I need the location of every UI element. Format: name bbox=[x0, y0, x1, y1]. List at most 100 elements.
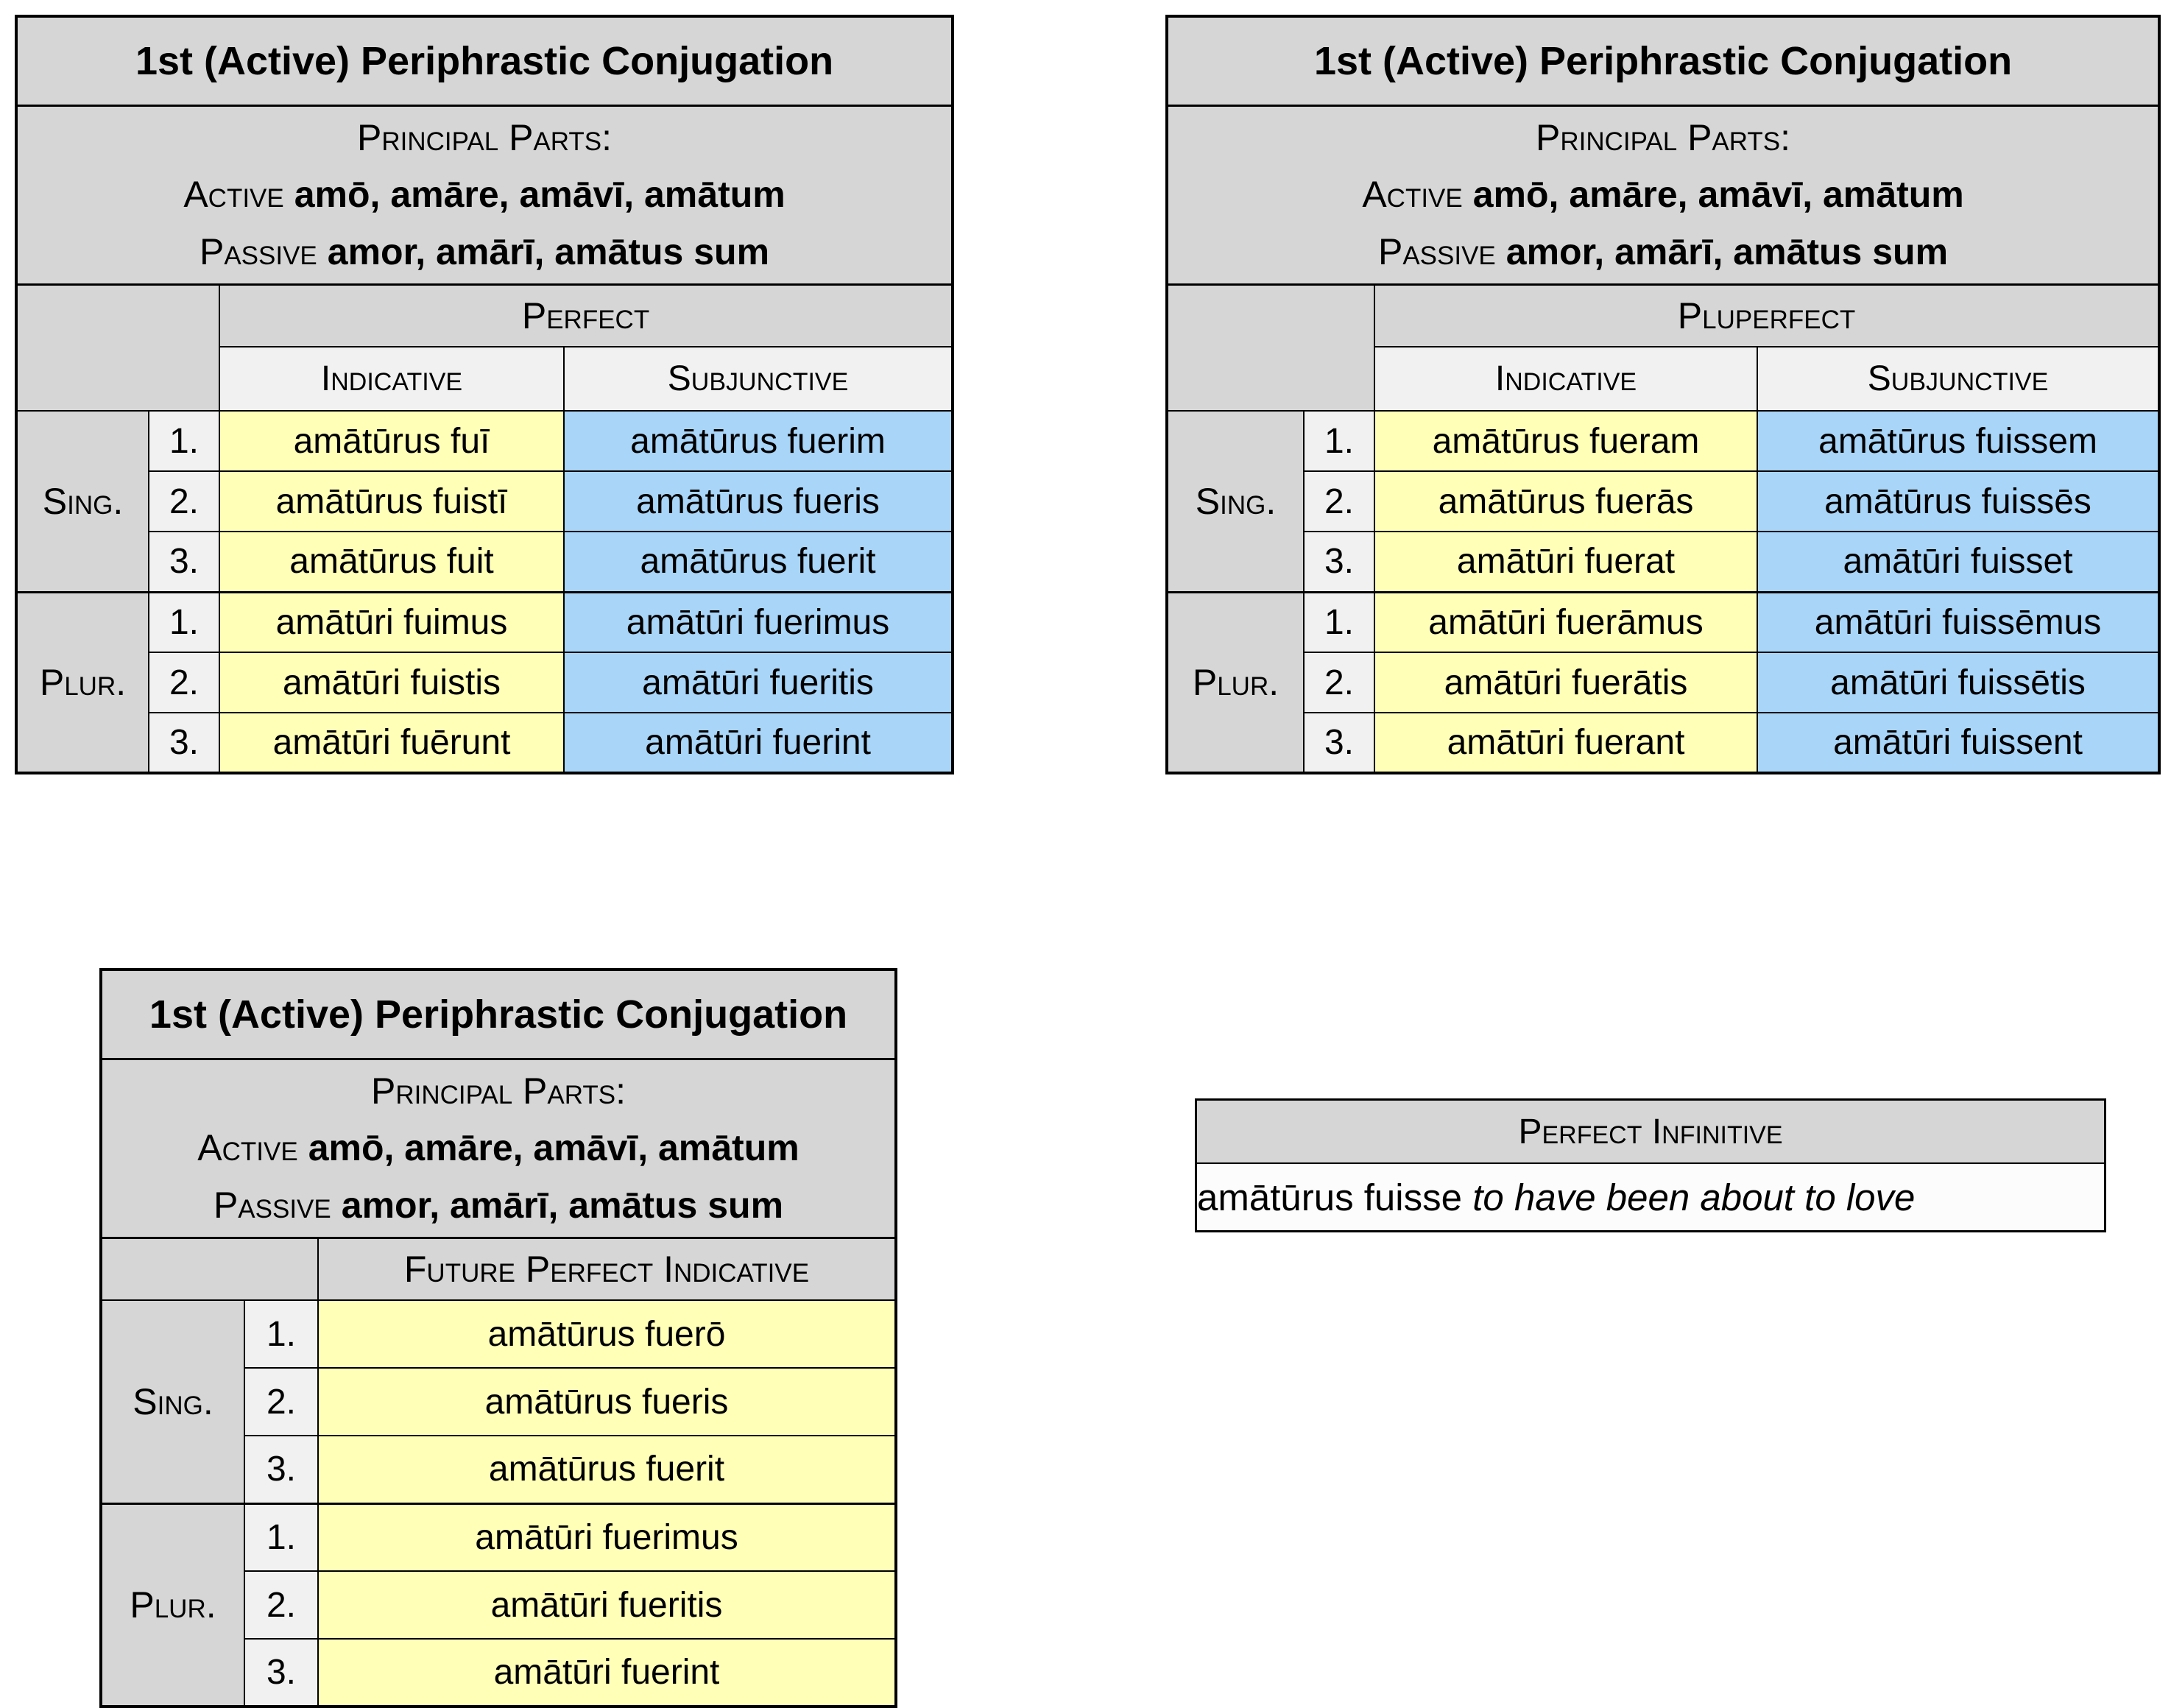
future-perfect-form-cell: amātūri fueritis bbox=[317, 1570, 897, 1640]
active-label: Active bbox=[197, 1127, 298, 1169]
principal-parts-row: Principal Parts: Active amō, amāre, amāvī… bbox=[100, 1058, 897, 1239]
passive-forms: amor, amārī, amātus sum bbox=[327, 230, 770, 272]
subjunctive-form-cell: amātūrus fuissem bbox=[1756, 410, 2161, 472]
passive-label: Passive bbox=[213, 1184, 331, 1226]
subjunctive-form-cell: amātūrus fueris bbox=[562, 470, 954, 532]
active-forms: amō, amāre, amāvī, amātum bbox=[308, 1127, 799, 1169]
principal-parts-heading: Principal Parts: bbox=[370, 1070, 626, 1112]
subjunctive-form-cell: amātūri fuissētis bbox=[1756, 652, 2161, 713]
indicative-form-cell: amātūri fuerat bbox=[1374, 531, 1758, 593]
group-label-plural: Plur. bbox=[100, 1502, 245, 1707]
form-row: 3. amātūri fuērunt amātūri fuerint bbox=[16, 712, 954, 774]
table-title: 1st (Active) Periphrastic Conjugation bbox=[100, 969, 897, 1060]
form-row: Sing. 1. amātūrus fuī amātūrus fuerim bbox=[15, 410, 954, 593]
person-number: 2. bbox=[244, 1570, 319, 1640]
indicative-form-cell: amātūri fuērunt bbox=[219, 712, 565, 774]
tense-header: Future Perfect Indicative bbox=[317, 1237, 897, 1301]
tense-header-row: Future Perfect Indicative bbox=[100, 1237, 897, 1301]
person-number: 1. bbox=[148, 410, 220, 472]
person-number: 1. bbox=[1303, 410, 1375, 472]
subjunctive-form-cell: amātūri fuisset bbox=[1756, 531, 2161, 593]
infinitive-header: Perfect Infinitive bbox=[1195, 1098, 2106, 1164]
form-row: 3. amātūrus fuit amātūrus fuerit bbox=[16, 531, 954, 593]
person-number: 1. bbox=[1303, 590, 1375, 653]
table-title: 1st (Active) Periphrastic Conjugation bbox=[1165, 15, 2161, 107]
form-row: 2. amātūrus fuistī amātūrus fueris bbox=[16, 470, 954, 532]
form-row: 2. amātūri fueritis bbox=[101, 1570, 897, 1640]
subjunctive-form-cell: amātūri fuissēmus bbox=[1756, 590, 2161, 653]
mood-header-subjunctive: Subjunctive bbox=[562, 346, 954, 412]
form-row: Plur. 1. amātūri fuerāmus amātūri fuissē… bbox=[1166, 590, 2161, 774]
future-perfect-form-cell: amātūrus fuerō bbox=[317, 1299, 897, 1369]
mood-header-row: Indicative Subjunctive bbox=[16, 346, 954, 412]
principal-parts-heading: Principal Parts: bbox=[1536, 116, 1791, 158]
form-row: 2. amātūri fuistis amātūri fueritis bbox=[16, 652, 954, 713]
corner-cell bbox=[100, 1237, 319, 1301]
person-number: 2. bbox=[1303, 470, 1375, 532]
person-number: 3. bbox=[1303, 712, 1375, 774]
indicative-form-cell: amātūri fuimus bbox=[219, 590, 565, 653]
mood-header-indicative: Indicative bbox=[219, 346, 565, 412]
corner-cell bbox=[1166, 283, 1375, 412]
subjunctive-form-cell: amātūrus fuerim bbox=[562, 410, 954, 472]
tense-header-row: Perfect bbox=[15, 283, 954, 412]
form-row: 3. amātūri fuerat amātūri fuisset bbox=[1167, 531, 2161, 593]
active-label: Active bbox=[183, 174, 284, 216]
person-number: 3. bbox=[1303, 531, 1375, 593]
principal-parts-active: Active amō, amāre, amāvī, amātum bbox=[1168, 166, 2158, 224]
subjunctive-form-cell: amātūri fuissent bbox=[1756, 712, 2161, 774]
corner-cell bbox=[15, 283, 220, 412]
active-label: Active bbox=[1362, 174, 1463, 216]
principal-parts-passive: Passive amor, amārī, amātus sum bbox=[1168, 224, 2158, 281]
principal-parts-active: Active amō, amāre, amāvī, amātum bbox=[18, 166, 951, 224]
conjugation-table-future-perfect: 1st (Active) Periphrastic Conjugation Pr… bbox=[99, 968, 897, 1708]
person-number: 3. bbox=[244, 1638, 319, 1707]
person-number: 3. bbox=[148, 712, 220, 774]
future-perfect-form-cell: amātūri fuerint bbox=[317, 1638, 897, 1707]
active-forms: amō, amāre, amāvī, amātum bbox=[294, 174, 786, 216]
group-label-singular: Sing. bbox=[100, 1299, 245, 1504]
subjunctive-form-cell: amātūrus fuissēs bbox=[1756, 470, 2161, 532]
title-row: 1st (Active) Periphrastic Conjugation bbox=[100, 969, 897, 1060]
perfect-infinitive-box: Perfect Infinitive amātūrus fuisse to hav… bbox=[1195, 1098, 2106, 1232]
future-perfect-form-cell: amātūri fuerimus bbox=[317, 1502, 897, 1572]
infinitive-translation: to have been about to love bbox=[1472, 1176, 1916, 1218]
conjugation-table-pluperfect: 1st (Active) Periphrastic Conjugation Pr… bbox=[1165, 15, 2161, 774]
title-row: 1st (Active) Periphrastic Conjugation bbox=[1165, 15, 2161, 107]
principal-parts: Principal Parts: Active amō, amāre, amāvī… bbox=[100, 1058, 897, 1239]
person-number: 1. bbox=[244, 1299, 319, 1369]
form-row: Plur. 1. amātūri fuimus amātūri fuerimus bbox=[15, 590, 954, 774]
infinitive-body-row: amātūrus fuisse to have been about to lov… bbox=[1195, 1162, 2106, 1232]
table-title: 1st (Active) Periphrastic Conjugation bbox=[15, 15, 954, 107]
person-number: 2. bbox=[148, 652, 220, 713]
indicative-form-cell: amātūrus fuistī bbox=[219, 470, 565, 532]
passive-label: Passive bbox=[199, 230, 317, 272]
tense-header-row: Pluperfect bbox=[1166, 283, 2161, 412]
principal-parts: Principal Parts: Active amō, amāre, amāvī… bbox=[15, 105, 954, 286]
form-row: 2. amātūrus fueris bbox=[101, 1367, 897, 1436]
person-number: 3. bbox=[244, 1435, 319, 1504]
infinitive-header-row: Perfect Infinitive bbox=[1195, 1098, 2106, 1164]
form-row: 2. amātūrus fuerās amātūrus fuissēs bbox=[1167, 470, 2161, 532]
group-label-singular: Sing. bbox=[1166, 410, 1305, 593]
form-row: 2. amātūri fuerātis amātūri fuissētis bbox=[1167, 652, 2161, 713]
form-row: Plur. 1. amātūri fuerimus bbox=[100, 1502, 897, 1707]
principal-parts-heading: Principal Parts: bbox=[357, 116, 613, 158]
indicative-form-cell: amātūri fuerāmus bbox=[1374, 590, 1758, 653]
passive-label: Passive bbox=[1377, 230, 1496, 272]
mood-header-row: Indicative Subjunctive bbox=[1167, 346, 2161, 412]
person-number: 1. bbox=[244, 1502, 319, 1572]
principal-parts-active: Active amō, amāre, amāvī, amātum bbox=[102, 1120, 894, 1177]
person-number: 2. bbox=[148, 470, 220, 532]
group-label-singular: Sing. bbox=[15, 410, 149, 593]
principal-parts-row: Principal Parts: Active amō, amāre, amāvī… bbox=[15, 105, 954, 286]
form-row: 3. amātūrus fuerit bbox=[101, 1435, 897, 1504]
indicative-form-cell: amātūri fuistis bbox=[219, 652, 565, 713]
indicative-form-cell: amātūri fuerant bbox=[1374, 712, 1758, 774]
principal-parts-passive: Passive amor, amārī, amātus sum bbox=[102, 1177, 894, 1235]
person-number: 2. bbox=[1303, 652, 1375, 713]
principal-parts-passive: Passive amor, amārī, amātus sum bbox=[18, 224, 951, 281]
active-forms: amō, amāre, amāvī, amātum bbox=[1472, 174, 1964, 216]
principal-parts: Principal Parts: Active amō, amāre, amāvī… bbox=[1165, 105, 2161, 286]
